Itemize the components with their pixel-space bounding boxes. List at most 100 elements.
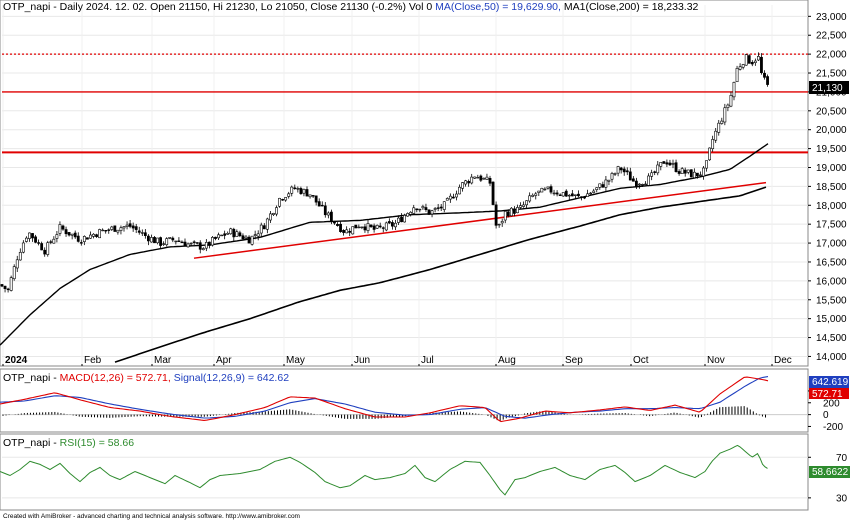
candle-body [689, 169, 693, 178]
candle-body [653, 171, 657, 173]
month-label: Feb [84, 355, 102, 366]
candle-body [558, 194, 562, 196]
candle-body [250, 235, 254, 245]
rsi-tick-label: 70 [836, 453, 848, 464]
candle-body [516, 207, 519, 214]
candle-body [616, 166, 620, 174]
candle-body [619, 167, 623, 171]
candle-body [369, 224, 373, 227]
candle-body [168, 237, 172, 239]
candle-body [55, 234, 59, 239]
candle-body [226, 233, 230, 235]
price-tick-label: 14,500 [816, 333, 847, 344]
candle-body [573, 194, 577, 196]
rsi-tick-label: 30 [836, 493, 848, 504]
candle-body [433, 208, 437, 210]
candle-body [256, 233, 260, 237]
candle-body [156, 237, 159, 244]
candle-body [586, 193, 590, 197]
candle-body [40, 243, 44, 251]
candle-body [110, 226, 114, 230]
candle-body [753, 60, 757, 63]
candle-body [540, 187, 544, 193]
candle-body [473, 176, 477, 179]
candle-body [217, 234, 220, 239]
candle-body [503, 211, 507, 221]
candle-body [677, 171, 681, 174]
price-tick-label: 19,000 [816, 163, 847, 174]
month-label: Apr [216, 355, 232, 366]
candle-body [140, 232, 144, 234]
candle-body [534, 193, 538, 196]
candle-body [290, 186, 294, 194]
candle-body [134, 226, 138, 230]
candle-body [717, 122, 721, 133]
candle-body [34, 236, 37, 243]
candle-body [76, 235, 80, 242]
price-panel-frame [0, 0, 809, 367]
candle-body [9, 277, 13, 291]
candle-body [308, 194, 312, 198]
candle-body [201, 248, 205, 251]
time-axis: 2024 Feb Mar Apr May Jun Jul Aug Sep Oct Nov Dec [2, 5, 792, 366]
ma50-line [0, 143, 769, 346]
candle-body [528, 195, 532, 202]
candle-body [705, 160, 708, 169]
candle-body [177, 240, 181, 242]
candle-body [424, 207, 428, 210]
candle-body [357, 226, 361, 229]
candle-body [525, 200, 529, 206]
candle-body [363, 226, 367, 231]
macd-header-value: MACD(12,26) = 572.71, [60, 372, 171, 384]
candle-body [119, 227, 123, 231]
candle-body [381, 227, 385, 229]
candle-body [354, 224, 358, 229]
candle-body [0, 284, 4, 287]
candle-body [278, 197, 281, 207]
candle-body [683, 169, 687, 174]
candle-body [186, 243, 190, 248]
candle-body [461, 182, 464, 189]
price-grid [2, 15, 808, 357]
candle-body [455, 193, 458, 198]
month-label: 2024 [5, 355, 28, 366]
candle-body [305, 189, 309, 197]
candle-body [198, 242, 202, 250]
candle-body [732, 82, 736, 98]
candle-body [378, 225, 382, 228]
candle-body [86, 237, 89, 240]
candle-body [339, 223, 342, 232]
candle-body [647, 175, 651, 186]
candle-body [458, 186, 461, 195]
month-label: Aug [498, 355, 516, 366]
month-label: Sep [565, 355, 583, 366]
candle-body [467, 181, 471, 184]
candle-body [366, 223, 370, 231]
candle-body [174, 240, 178, 243]
price-tick-label: 21,500 [816, 69, 847, 80]
candle-body [268, 213, 272, 221]
candle-body [729, 95, 733, 107]
month-label: Mar [154, 355, 172, 366]
candle-body [634, 180, 638, 187]
month-label: Dec [774, 355, 792, 366]
candle-body [494, 204, 498, 226]
candle-body [488, 178, 492, 184]
candle-body [662, 161, 666, 164]
candle-body [397, 217, 400, 223]
price-tick-label: 18,500 [816, 182, 847, 193]
candle-body [464, 180, 468, 185]
candle-body [665, 162, 669, 165]
candle-body [610, 173, 614, 180]
candle-body [390, 222, 394, 227]
candle-body [497, 223, 501, 226]
price-tick-label: 22,500 [816, 31, 847, 42]
candle-body [329, 211, 333, 222]
candle-body [708, 147, 712, 161]
candle-body [67, 232, 71, 236]
candle-body [726, 104, 730, 108]
macd-line [0, 376, 769, 423]
candle-body [589, 192, 593, 195]
candle-body [720, 120, 724, 124]
candle-body [21, 242, 25, 253]
